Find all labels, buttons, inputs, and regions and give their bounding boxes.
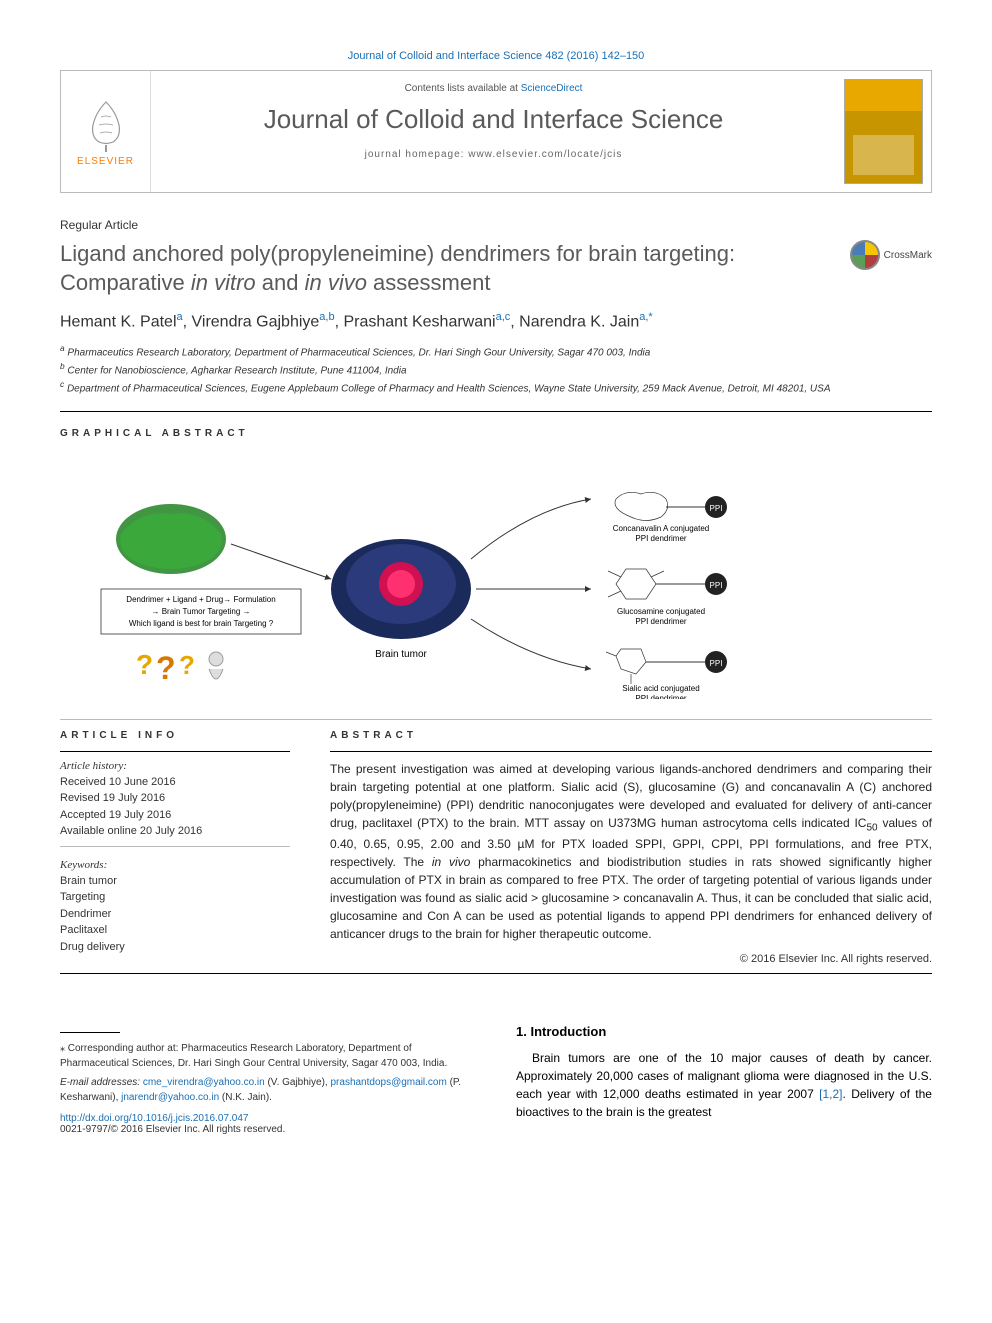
- divider: [60, 846, 290, 847]
- svg-text:?: ?: [179, 650, 195, 680]
- keyword: Dendrimer: [60, 906, 290, 923]
- history-accepted: Accepted 19 July 2016: [60, 807, 290, 824]
- crossmark-label: CrossMark: [884, 250, 932, 261]
- elsevier-tree-icon: [81, 97, 131, 152]
- svg-text:?: ?: [136, 649, 153, 680]
- ga-conj-label: Glucosamine conjugated: [617, 607, 705, 616]
- svg-text:PPI: PPI: [710, 659, 723, 668]
- keywords-heading: Keywords:: [60, 859, 290, 871]
- graphical-abstract-label: GRAPHICAL ABSTRACT: [60, 428, 932, 439]
- ga-conj-label: Sialic acid conjugated: [622, 684, 699, 693]
- affiliation-text: Center for Nanobioscience, Agharkar Rese…: [67, 365, 406, 376]
- abstract-copyright: © 2016 Elsevier Inc. All rights reserved…: [330, 953, 932, 965]
- history-revised: Revised 19 July 2016: [60, 790, 290, 807]
- author: Virendra Gajbhiye: [192, 314, 320, 331]
- issn-copyright: 0021-9797/© 2016 Elsevier Inc. All right…: [60, 1124, 476, 1135]
- email-link[interactable]: prashantdops@gmail.com: [330, 1077, 446, 1088]
- email-label: E-mail addresses:: [60, 1077, 143, 1088]
- email-addresses: E-mail addresses: cme_virendra@yahoo.co.…: [60, 1075, 476, 1105]
- keyword: Paclitaxel: [60, 922, 290, 939]
- cover-thumbnail: [844, 79, 923, 184]
- author-aff: a,*: [639, 311, 652, 323]
- ga-box-line: → Brain Tumor Targeting →: [151, 607, 250, 616]
- right-column: 1. Introduction Brain tumors are one of …: [516, 1024, 932, 1135]
- author-aff: a,c: [496, 311, 511, 323]
- elsevier-logo: ELSEVIER: [61, 71, 151, 192]
- ga-conj-label: PPI dendrimer: [635, 617, 686, 626]
- elsevier-label: ELSEVIER: [77, 156, 134, 167]
- divider: [330, 751, 932, 752]
- citation-ref[interactable]: [1,2]: [819, 1087, 842, 1101]
- graphical-abstract-figure: Dendrimer + Ligand + Drug→ Formulation →…: [60, 459, 932, 699]
- svg-text:PPI: PPI: [710, 581, 723, 590]
- doi-link[interactable]: http://dx.doi.org/10.1016/j.jcis.2016.07…: [60, 1113, 476, 1124]
- ga-box-line: Dendrimer + Ligand + Drug→ Formulation: [126, 595, 275, 604]
- affiliation-text: Department of Pharmaceutical Sciences, E…: [67, 384, 831, 395]
- divider: [60, 973, 932, 974]
- graphical-abstract: Dendrimer + Ligand + Drug→ Formulation →…: [60, 449, 932, 713]
- divider: [60, 751, 290, 752]
- left-column: ⁎ Corresponding author at: Pharmaceutics…: [60, 1024, 476, 1135]
- article-title: Ligand anchored poly(propyleneimine) den…: [60, 240, 830, 297]
- history-online: Available online 20 July 2016: [60, 823, 290, 840]
- article-info: ARTICLE INFO Article history: Received 1…: [60, 730, 290, 965]
- author-aff: a: [177, 311, 183, 323]
- crossmark-badge[interactable]: CrossMark: [850, 240, 932, 270]
- intro-paragraph: Brain tumors are one of the 10 major cau…: [516, 1049, 932, 1121]
- article-info-label: ARTICLE INFO: [60, 730, 290, 741]
- keyword: Targeting: [60, 889, 290, 906]
- journal-homepage[interactable]: journal homepage: www.elsevier.com/locat…: [161, 149, 826, 160]
- footnote-rule: [60, 1032, 120, 1033]
- aff-sup: b: [60, 361, 65, 371]
- journal-header: ELSEVIER Contents lists available at Sci…: [60, 70, 932, 193]
- aff-sup: a: [60, 343, 65, 353]
- abstract-label: ABSTRACT: [330, 730, 932, 741]
- sciencedirect-link[interactable]: ScienceDirect: [521, 83, 583, 94]
- email-who: (N.K. Jain).: [219, 1092, 272, 1103]
- history-received: Received 10 June 2016: [60, 774, 290, 791]
- journal-cover: [836, 71, 931, 192]
- email-link[interactable]: jnarendr@yahoo.co.in: [121, 1092, 219, 1103]
- article-type: Regular Article: [60, 218, 932, 232]
- corresponding-author: ⁎ Corresponding author at: Pharmaceutics…: [60, 1041, 476, 1071]
- author-aff: a,b: [319, 311, 334, 323]
- intro-heading: 1. Introduction: [516, 1024, 932, 1039]
- brain-label: Brain tumor: [375, 649, 427, 660]
- author: Narendra K. Jain: [519, 314, 639, 331]
- email-link[interactable]: cme_virendra@yahoo.co.in: [143, 1077, 265, 1088]
- keyword: Brain tumor: [60, 873, 290, 890]
- ga-conj-label: PPI dendrimer: [635, 534, 686, 543]
- author-list: Hemant K. Patela, Virendra Gajbhiyea,b, …: [60, 311, 932, 331]
- author: Hemant K. Patel: [60, 314, 177, 331]
- svg-text:PPI: PPI: [710, 504, 723, 513]
- ga-box-line: Which ligand is best for brain Targeting…: [129, 619, 274, 628]
- affiliations: a Pharmaceutics Research Laboratory, Dep…: [60, 342, 932, 397]
- aff-sup: c: [60, 379, 64, 389]
- email-who: (V. Gajbhiye),: [265, 1077, 331, 1088]
- corr-text: ⁎ Corresponding author at: Pharmaceutics…: [60, 1043, 447, 1069]
- crossmark-icon: [850, 240, 880, 270]
- abstract-text: The present investigation was aimed at d…: [330, 760, 932, 943]
- journal-name: Journal of Colloid and Interface Science: [161, 104, 826, 135]
- ga-conj-label: Concanavalin A conjugated: [613, 524, 710, 533]
- ga-conj-label: PPI dendrimer: [635, 694, 686, 699]
- contents-prefix: Contents lists available at: [405, 83, 521, 94]
- journal-citation: Journal of Colloid and Interface Science…: [60, 50, 932, 62]
- keyword: Drug delivery: [60, 939, 290, 956]
- divider: [60, 411, 932, 412]
- divider: [60, 719, 932, 720]
- svg-text:?: ?: [156, 650, 176, 686]
- affiliation-text: Pharmaceutics Research Laboratory, Depar…: [67, 347, 650, 358]
- history-heading: Article history:: [60, 760, 290, 772]
- author: Prashant Kesharwani: [343, 314, 495, 331]
- contents-available: Contents lists available at ScienceDirec…: [161, 83, 826, 94]
